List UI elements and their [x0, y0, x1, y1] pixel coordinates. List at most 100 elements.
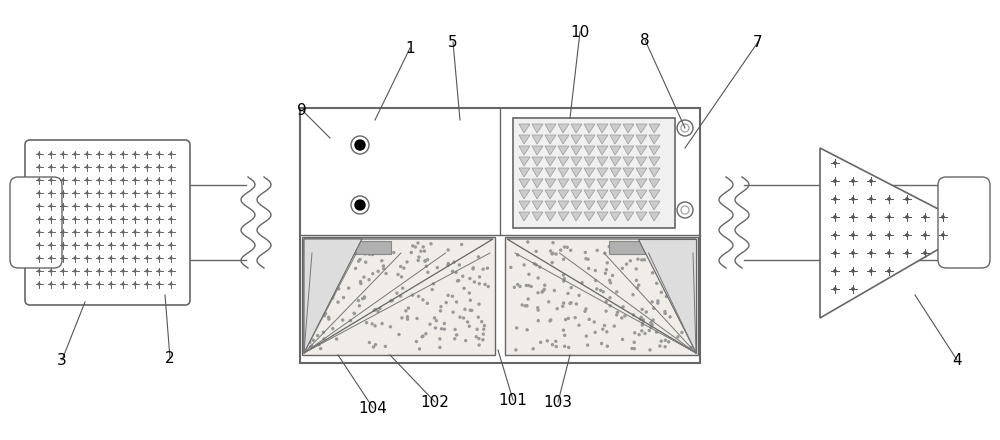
- Circle shape: [403, 267, 405, 269]
- Circle shape: [635, 279, 637, 281]
- Circle shape: [74, 205, 76, 207]
- Circle shape: [584, 310, 586, 312]
- Circle shape: [479, 276, 481, 278]
- Polygon shape: [545, 157, 556, 166]
- Circle shape: [74, 231, 76, 233]
- Circle shape: [375, 308, 377, 311]
- Polygon shape: [649, 124, 660, 133]
- Circle shape: [602, 328, 604, 330]
- Circle shape: [110, 270, 112, 272]
- Circle shape: [852, 180, 854, 183]
- Circle shape: [349, 319, 351, 322]
- Polygon shape: [649, 179, 660, 188]
- Circle shape: [50, 218, 52, 220]
- Circle shape: [924, 216, 926, 219]
- Circle shape: [665, 295, 667, 297]
- Circle shape: [469, 278, 471, 279]
- Circle shape: [483, 328, 485, 330]
- Polygon shape: [545, 168, 556, 177]
- Circle shape: [563, 246, 565, 248]
- Circle shape: [609, 305, 611, 307]
- Circle shape: [38, 283, 40, 285]
- Circle shape: [418, 256, 420, 258]
- Polygon shape: [571, 146, 582, 155]
- Circle shape: [870, 198, 872, 201]
- Circle shape: [368, 279, 370, 281]
- Circle shape: [617, 312, 619, 313]
- Circle shape: [626, 248, 628, 250]
- Circle shape: [683, 287, 685, 289]
- Circle shape: [870, 234, 872, 237]
- Circle shape: [631, 242, 633, 245]
- Circle shape: [363, 276, 365, 278]
- Polygon shape: [649, 135, 660, 144]
- Polygon shape: [532, 157, 543, 166]
- Circle shape: [122, 257, 124, 259]
- Circle shape: [122, 179, 124, 181]
- Circle shape: [581, 282, 583, 284]
- Circle shape: [427, 259, 429, 260]
- Polygon shape: [558, 135, 569, 144]
- Circle shape: [447, 264, 449, 266]
- Circle shape: [375, 344, 377, 346]
- Circle shape: [381, 323, 383, 325]
- Circle shape: [146, 153, 148, 155]
- Circle shape: [50, 166, 52, 168]
- Polygon shape: [532, 190, 543, 199]
- Circle shape: [517, 254, 519, 256]
- Circle shape: [660, 291, 662, 293]
- Circle shape: [158, 257, 160, 259]
- Circle shape: [377, 270, 379, 272]
- Circle shape: [427, 271, 429, 273]
- Polygon shape: [623, 190, 634, 199]
- Circle shape: [482, 339, 484, 341]
- Circle shape: [649, 256, 651, 258]
- Polygon shape: [623, 168, 634, 177]
- Circle shape: [653, 308, 655, 309]
- Circle shape: [683, 254, 685, 256]
- Circle shape: [329, 297, 331, 299]
- Circle shape: [542, 290, 544, 292]
- Circle shape: [314, 276, 316, 278]
- Circle shape: [62, 179, 64, 181]
- Polygon shape: [610, 135, 621, 144]
- Circle shape: [680, 286, 682, 288]
- Bar: [513, 118, 675, 228]
- Circle shape: [627, 251, 629, 253]
- Circle shape: [888, 269, 891, 272]
- Text: 5: 5: [448, 34, 458, 50]
- Circle shape: [368, 253, 370, 255]
- Circle shape: [528, 273, 530, 275]
- Circle shape: [425, 333, 427, 335]
- Circle shape: [552, 253, 554, 254]
- Circle shape: [372, 253, 374, 256]
- Text: 7: 7: [753, 34, 763, 50]
- Circle shape: [146, 283, 148, 285]
- Circle shape: [555, 345, 557, 348]
- Circle shape: [412, 245, 414, 247]
- Circle shape: [313, 305, 315, 307]
- Polygon shape: [649, 201, 660, 210]
- Circle shape: [626, 263, 628, 265]
- Circle shape: [612, 275, 614, 276]
- Circle shape: [641, 259, 643, 261]
- Circle shape: [158, 244, 160, 246]
- Circle shape: [516, 327, 518, 329]
- Circle shape: [691, 253, 693, 254]
- Circle shape: [633, 341, 635, 343]
- Circle shape: [621, 268, 623, 269]
- Circle shape: [406, 261, 408, 263]
- Circle shape: [852, 287, 854, 290]
- Circle shape: [134, 283, 136, 285]
- Circle shape: [50, 192, 52, 194]
- Circle shape: [457, 280, 459, 282]
- Circle shape: [362, 298, 364, 300]
- Circle shape: [888, 198, 891, 201]
- Polygon shape: [545, 212, 556, 221]
- Circle shape: [906, 252, 908, 254]
- Circle shape: [311, 304, 313, 306]
- Circle shape: [596, 288, 598, 290]
- Circle shape: [50, 179, 52, 181]
- Polygon shape: [558, 190, 569, 199]
- Circle shape: [74, 257, 76, 259]
